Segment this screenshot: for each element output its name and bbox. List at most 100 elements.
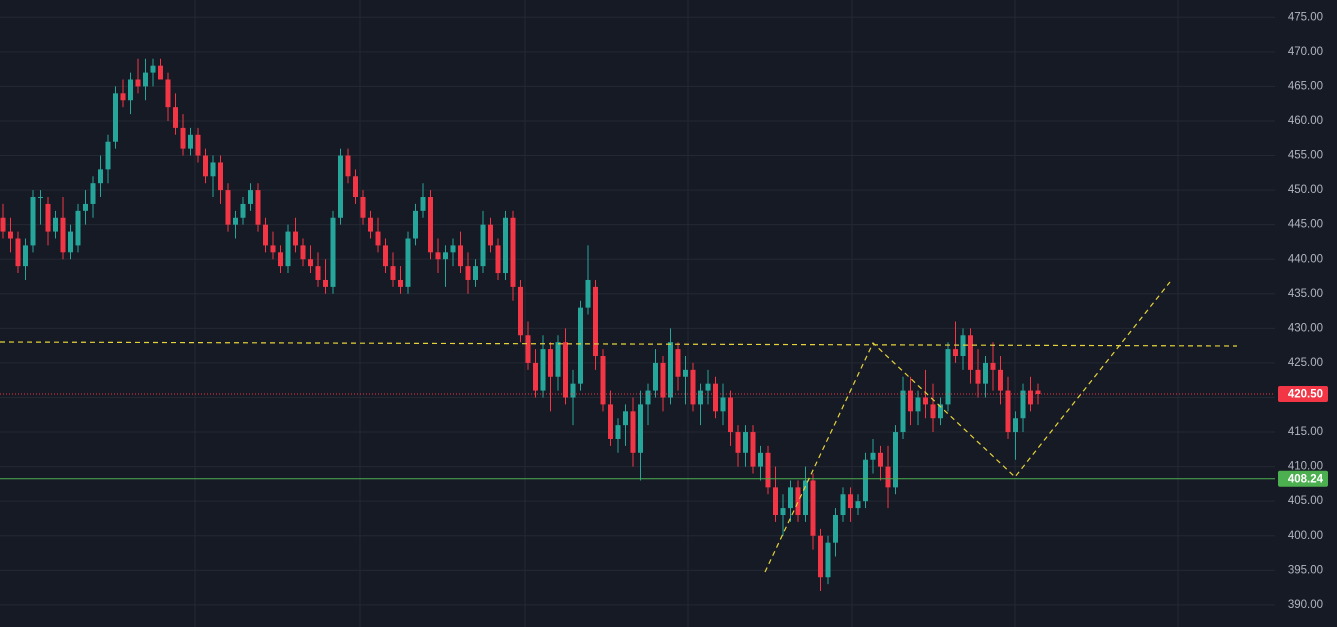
candle-body [255,190,261,225]
candle-body [128,79,133,101]
candle-body [795,487,801,516]
candle-body [825,542,831,578]
y-tick-label: 430.00 [1288,322,1323,334]
candle-body [450,245,456,253]
candle-body [780,508,786,516]
candle-body [105,141,111,170]
candle-body [728,397,733,433]
candle-body [293,231,298,246]
candle-body [758,452,763,467]
candle-body [98,169,103,184]
candle-body [405,238,411,287]
candle-body [473,266,478,280]
candle-body [690,369,696,405]
candle-body [15,238,21,267]
candle-body [788,487,793,509]
candle-body [338,155,343,218]
candle-body [458,245,463,267]
candle-body [915,397,921,412]
candle-body [878,452,883,467]
y-tick-label: 435.00 [1288,288,1323,300]
candle-body [623,411,628,426]
candle-body [330,217,336,287]
candle-body [765,452,771,488]
candle-body [608,404,613,439]
candle-body [8,231,13,239]
candle-body [45,203,51,232]
candle-body [75,210,81,246]
candle-body [803,480,808,516]
y-tick-label: 405.00 [1288,495,1323,507]
candle-body [375,231,381,246]
candle-body [225,190,231,225]
candle-body [315,266,321,280]
candle-body [68,231,73,253]
candle-body [998,369,1003,391]
candle-body [645,390,651,405]
candle-body [555,342,561,377]
candle-body [923,397,928,405]
candle-body [900,390,906,433]
candle-body [263,224,268,246]
candle-body [143,72,148,87]
candle-body [735,432,741,453]
candle-body [863,459,868,502]
candle-body [1035,390,1041,395]
candle-body [218,162,223,191]
candle-body [435,252,441,260]
y-tick-label: 415.00 [1288,426,1323,438]
candle-body [683,369,688,377]
y-tick-label: 475.00 [1288,11,1323,23]
candle-body [578,307,583,384]
candle-body [563,342,568,398]
candle-body [983,362,988,384]
candle-body [383,245,388,267]
candle-body [1013,418,1018,433]
y-tick-label: 390.00 [1288,599,1323,611]
candle-body [323,279,328,287]
candle-body [240,203,246,218]
candle-body [848,494,853,509]
candle-body [990,362,996,370]
candle-body [188,134,193,149]
candle-body [930,404,936,419]
candle-body [23,245,28,267]
candle-body [113,93,118,142]
candle-body [540,349,546,391]
time-grid [194,0,1179,627]
candle-body [90,183,96,204]
candle-body [720,397,726,412]
candle-body [368,217,373,232]
candle-body [165,79,171,108]
candle-body [705,383,711,391]
y-tick-label: 450.00 [1288,184,1323,196]
candle-body [360,197,366,218]
candle-body [953,349,958,357]
candle-body [833,515,838,543]
candle-body [150,65,156,73]
candle-body [938,404,943,419]
price-axis: 390.00 395.00 400.00 405.00 410.00 415.00 420.… [1278,11,1328,611]
candle-body [518,286,523,336]
candle-body [345,155,351,177]
candle-body [83,203,88,211]
candle-body [630,411,636,453]
candle-body [480,224,486,267]
y-tick-label: 460.00 [1288,115,1323,127]
price-badge [1278,470,1328,487]
candle-body [600,356,606,405]
candle-body [233,217,238,225]
y-tick-label: 410.00 [1288,461,1323,473]
drawing-annotations [0,281,1238,573]
candle-body [503,217,508,274]
candle-body [638,404,643,453]
candle-body [1005,390,1011,433]
candle-body [908,390,913,412]
candle-body [278,252,283,267]
candle-body [570,383,576,398]
y-tick-label: 395.00 [1288,564,1323,576]
candle-body [428,197,433,253]
candle-body [510,217,516,287]
candle-body [495,245,501,274]
candle-body [975,369,981,384]
